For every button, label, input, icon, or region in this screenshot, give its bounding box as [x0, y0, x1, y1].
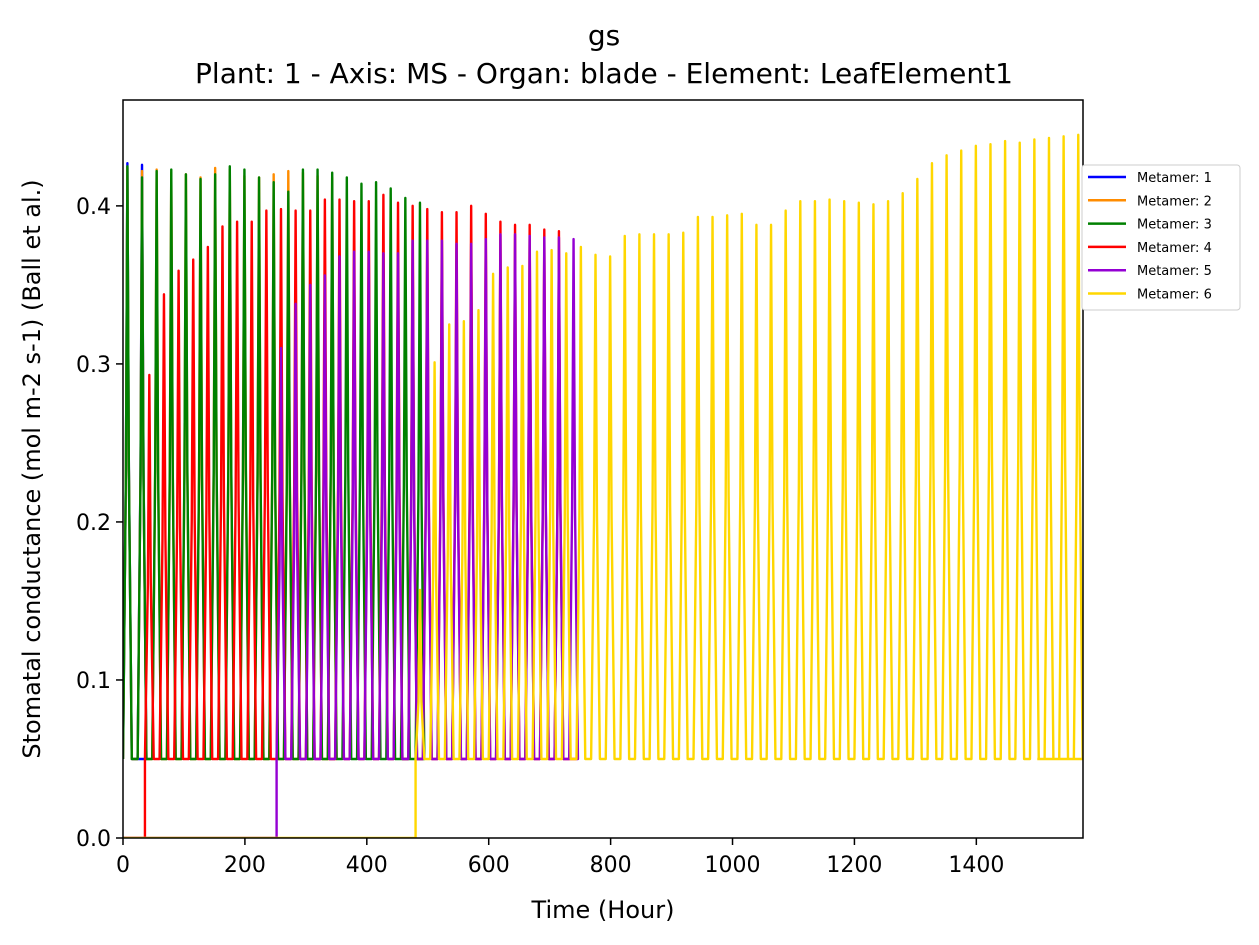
plot-area-frame — [122, 99, 1084, 839]
y-axis-label: Stomatal conductance (mol m-2 s-1) (Ball… — [18, 179, 46, 758]
y-tick-label: 0.0 — [76, 827, 111, 852]
x-tick-label: 1000 — [705, 853, 761, 878]
x-tick-label: 800 — [590, 853, 632, 878]
x-tick-label: 1400 — [948, 853, 1004, 878]
series-layer — [123, 133, 1083, 838]
chart-subtitle: Plant: 1 - Axis: MS - Organ: blade - Ele… — [195, 57, 1013, 90]
legend-label-metamer-6: Metamer: 6 — [1137, 288, 1212, 303]
legend-label-metamer-1: Metamer: 1 — [1137, 171, 1212, 186]
legend-label-metamer-5: Metamer: 5 — [1137, 264, 1212, 279]
y-tick-label: 0.2 — [76, 511, 111, 536]
y-tick-label: 0.1 — [76, 669, 111, 694]
x-axis: 0 200 400 600 800 1000 1200 1400 — [116, 838, 1004, 878]
x-tick-label: 0 — [116, 853, 130, 878]
x-tick-label: 1200 — [826, 853, 882, 878]
chart-title: gs — [588, 19, 620, 52]
series-line-metamer-3 — [123, 165, 426, 761]
legend-label-metamer-3: Metamer: 3 — [1137, 218, 1212, 233]
y-tick-label: 0.4 — [76, 195, 111, 220]
x-tick-label: 600 — [468, 853, 510, 878]
legend-label-metamer-2: Metamer: 2 — [1137, 194, 1212, 209]
x-tick-label: 200 — [224, 853, 266, 878]
series-line-metamer-6 — [123, 133, 1083, 838]
x-tick-label: 400 — [346, 853, 388, 878]
y-tick-label: 0.3 — [76, 353, 111, 378]
series-line-metamer-5 — [123, 233, 580, 838]
legend: Metamer: 1 Metamer: 2 Metamer: 3 Metamer: 4… — [1081, 164, 1241, 311]
x-axis-label: Time (Hour) — [531, 896, 675, 924]
legend-label-metamer-4: Metamer: 4 — [1137, 241, 1212, 256]
y-axis: 0.0 0.1 0.2 0.3 0.4 — [76, 195, 123, 852]
